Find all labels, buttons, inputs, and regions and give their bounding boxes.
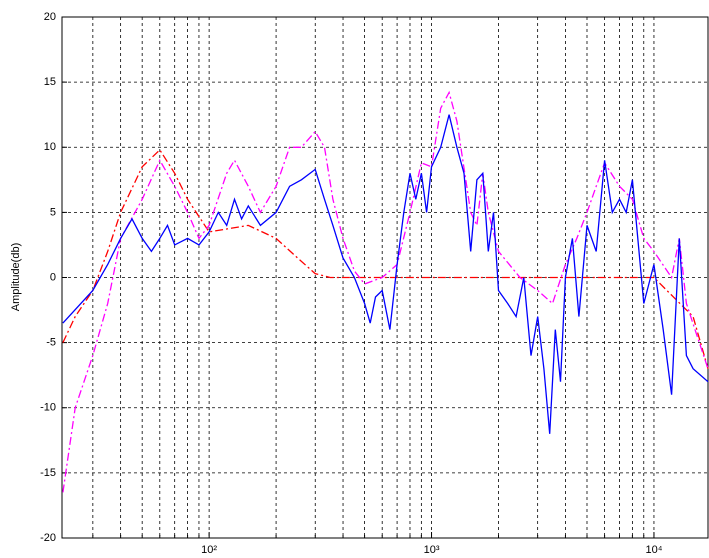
series-line: [62, 90, 709, 493]
y-axis-label: Amplitude(db): [10, 243, 22, 311]
y-tick-label: 5: [50, 206, 56, 218]
y-tick-label: -20: [40, 532, 56, 544]
y-tick-label: 10: [44, 141, 56, 153]
y-tick-label: 15: [44, 76, 56, 88]
x-tick-label: 10²: [201, 544, 217, 556]
y-tick-label: 0: [50, 271, 56, 283]
series-line: [62, 148, 709, 369]
y-tick-label: -5: [46, 337, 56, 349]
y-tick-label: 20: [44, 11, 56, 23]
y-tick-label: -10: [40, 402, 56, 414]
x-tick-label: 10⁴: [645, 544, 662, 556]
series-line: [62, 114, 709, 434]
x-tick-label: 10³: [424, 544, 440, 556]
y-tick-label: -15: [40, 467, 56, 479]
